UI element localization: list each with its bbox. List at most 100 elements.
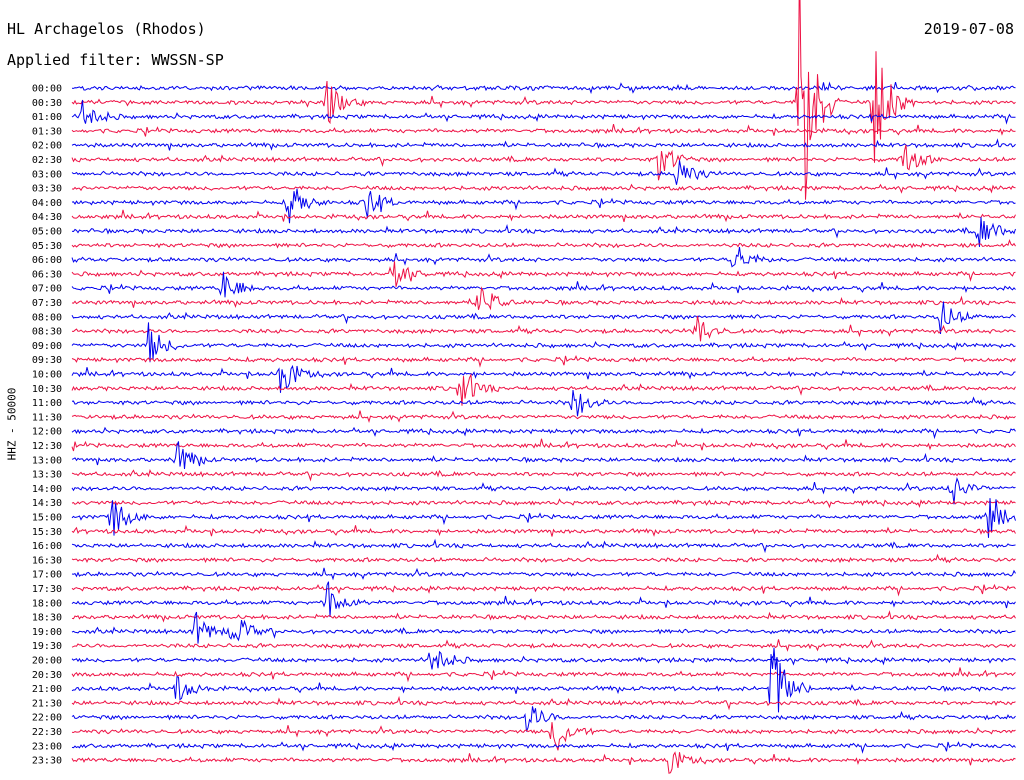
tick-label-0330: 03:30 [32,184,62,195]
tick-label-1630: 16:30 [32,555,62,566]
trace-0900 [71,322,1016,363]
tick-label-1430: 14:30 [32,498,62,509]
tick-label-1230: 12:30 [32,441,62,452]
trace-0230 [71,144,1016,181]
tick-label-0500: 05:00 [32,227,62,238]
trace-0300 [71,160,1016,185]
tick-label-0230: 02:30 [32,155,62,166]
tick-label-1400: 14:00 [32,484,62,495]
tick-label-0100: 01:00 [32,112,62,123]
tick-label-0530: 05:30 [32,241,62,252]
trace-1630 [71,553,1016,564]
tick-label-0830: 08:30 [32,327,62,338]
trace-0030 [71,0,1016,200]
trace-1500 [71,498,1016,538]
tick-label-0130: 01:30 [32,126,62,137]
trace-1530 [71,524,1016,537]
trace-0200 [71,138,1016,151]
tick-label-1800: 18:00 [32,598,62,609]
trace-0830 [71,315,1016,342]
trace-0500 [71,217,1016,247]
filter-label: Applied filter: WWSSN-SP [7,51,224,69]
tick-label-0430: 04:30 [32,212,62,223]
tick-label-2300: 23:00 [32,741,62,752]
trace-1230 [71,438,1016,452]
tick-label-2330: 23:30 [32,756,62,767]
tick-label-1030: 10:30 [32,384,62,395]
trace-2000 [71,650,1016,670]
trace-0630 [71,261,1016,287]
tick-label-2230: 22:30 [32,727,62,738]
trace-1600 [71,538,1016,554]
tick-label-0700: 07:00 [32,284,62,295]
trace-2200 [71,706,1016,732]
trace-0600 [71,247,1016,268]
tick-label-1100: 11:00 [32,398,62,409]
trace-1400 [71,476,1016,505]
tick-label-1330: 13:30 [32,470,62,481]
trace-1700 [71,567,1016,581]
tick-label-1000: 10:00 [32,370,62,381]
tick-label-0730: 07:30 [32,298,62,309]
trace-1130 [71,410,1016,424]
trace-1730 [71,583,1016,597]
tick-label-2000: 20:00 [32,656,62,667]
tick-label-1530: 15:30 [32,527,62,538]
tick-label-1730: 17:30 [32,584,62,595]
tick-label-2130: 21:30 [32,698,62,709]
time-tick-labels: 00:00 00:30 01:00 01:30 02:00 02:30 03:00 03:30… [32,84,62,767]
tick-label-0000: 00:00 [32,84,62,95]
tick-label-2100: 21:00 [32,684,62,695]
trace-0700 [71,271,1016,298]
trace-2100 [71,647,1016,713]
tick-label-2200: 22:00 [32,713,62,724]
trace-0930 [71,355,1016,368]
tick-label-0900: 09:00 [32,341,62,352]
trace-0130 [71,123,1016,137]
trace-2030 [71,667,1016,683]
tick-label-0930: 09:30 [32,355,62,366]
tick-label-1500: 15:00 [32,513,62,524]
trace-0530 [71,239,1016,249]
tick-label-0400: 04:00 [32,198,62,209]
tick-label-1900: 19:00 [32,627,62,638]
trace-1200 [71,426,1016,440]
trace-1830 [71,610,1016,623]
tick-label-1930: 19:30 [32,641,62,652]
date-label: 2019-07-08 [923,20,1014,38]
tick-label-1300: 13:00 [32,455,62,466]
tick-label-0800: 08:00 [32,312,62,323]
trace-1800 [71,581,1016,618]
tick-label-1130: 11:30 [32,412,62,423]
trace-0730 [71,286,1016,311]
trace-2330 [71,751,1016,774]
trace-1900 [71,611,1016,644]
trace-1300 [71,441,1016,469]
tick-label-0030: 00:30 [32,98,62,109]
tick-label-0200: 02:00 [32,141,62,152]
trace-1000 [71,364,1016,393]
trace-2230 [71,722,1016,751]
trace-2300 [71,741,1016,754]
tick-label-2030: 20:30 [32,670,62,681]
tick-label-0600: 06:00 [32,255,62,266]
trace-1930 [71,639,1016,652]
trace-0000 [71,81,1016,95]
tick-label-1600: 16:00 [32,541,62,552]
tick-label-1200: 12:00 [32,427,62,438]
trace-1330 [71,469,1016,482]
tick-label-1700: 17:00 [32,570,62,581]
tick-label-0300: 03:00 [32,169,62,180]
trace-0330 [71,183,1016,194]
tick-label-1830: 18:30 [32,613,62,624]
seismic-traces [71,0,1016,774]
trace-0100 [71,100,1016,125]
trace-2130 [71,695,1016,711]
tick-label-0630: 06:30 [32,269,62,280]
trace-0430 [71,209,1016,223]
trace-1030 [71,372,1016,406]
station-title: HL Archagelos (Rhodos) [7,20,206,38]
trace-1430 [71,498,1016,509]
trace-0800 [71,301,1016,335]
